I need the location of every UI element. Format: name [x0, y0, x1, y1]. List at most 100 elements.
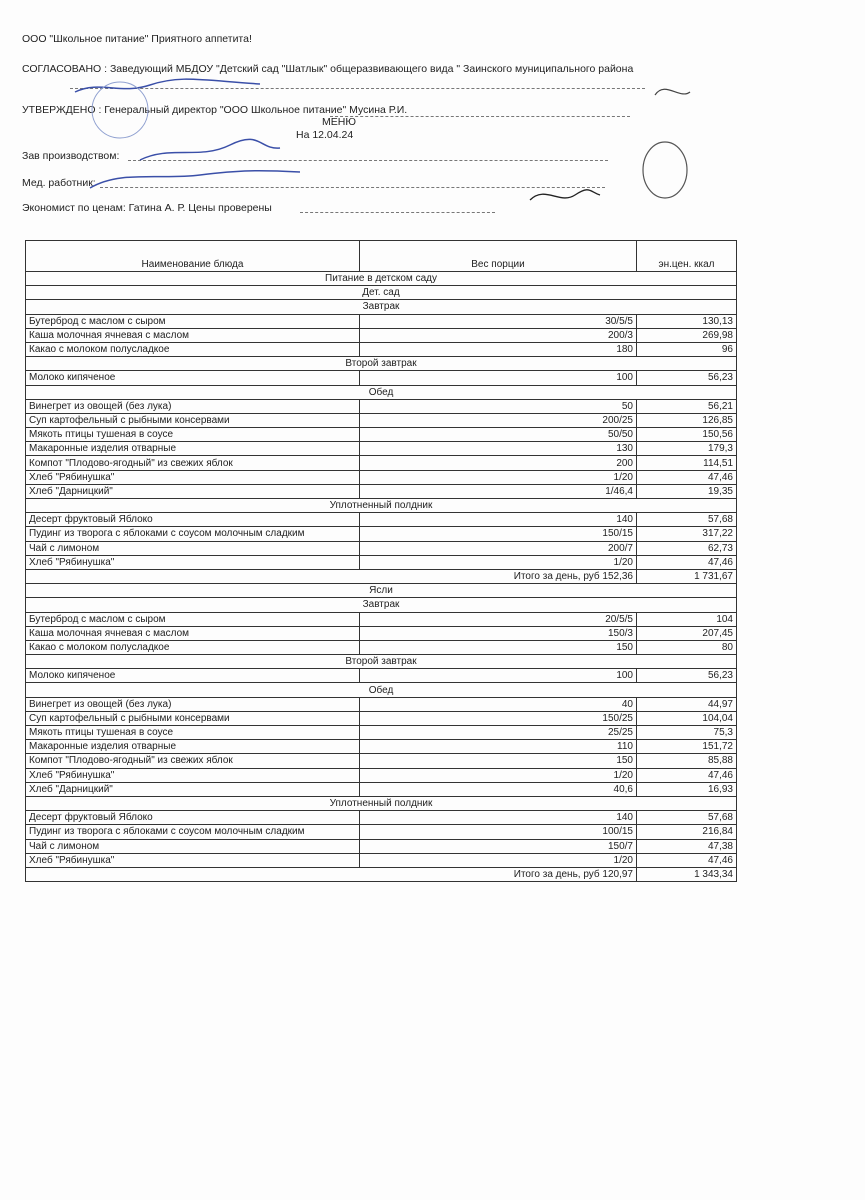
table-row: Суп картофельный с рыбными консервами 150… — [25, 710, 737, 727]
dish-name: Мякоть птицы тушеная в соусе — [25, 724, 360, 741]
dish-name: Макаронные изделия отварные — [25, 739, 360, 755]
signature-line — [70, 88, 645, 89]
dish-name: Каша молочная ячневая с маслом — [25, 625, 360, 641]
section-title: Обед — [25, 682, 737, 698]
table-row: Какао с молоком полусладкое 150 80 — [25, 639, 737, 656]
portion: 140 — [359, 512, 637, 528]
kcal: 150,56 — [636, 427, 737, 443]
table-row: Хлеб "Рябинушка" 1/20 47,46 — [25, 469, 737, 485]
table-row: Хлеб "Рябинушка" 1/20 47,46 — [25, 767, 737, 783]
kcal: 47,46 — [636, 554, 737, 570]
signature-line — [300, 212, 495, 213]
table-row: Мякоть птицы тушеная в соусе 50/50 150,56 — [25, 427, 737, 443]
table-row: Завтрак — [25, 597, 737, 613]
total-label: Итого за день, руб 152,36 — [25, 568, 637, 585]
portion: 150 — [359, 639, 637, 656]
signature-line — [128, 160, 608, 161]
table-row: Пудинг из творога с яблоками с соусом мо… — [25, 824, 737, 840]
portion: 30/5/5 — [359, 313, 637, 329]
kcal: 44,97 — [636, 696, 737, 712]
portion: 100 — [359, 668, 637, 684]
table-row: Компот "Плодово-ягодный" из свежих яблок… — [25, 455, 737, 471]
portion: 50 — [359, 398, 637, 414]
dish-name: Бутерброд с маслом с сыром — [25, 313, 360, 329]
kcal: 130,13 — [636, 313, 737, 329]
section-title: Завтрак — [25, 597, 737, 613]
section-title: Второй завтрак — [25, 356, 737, 372]
kcal: 19,35 — [636, 483, 737, 500]
table-row: Ясли — [25, 583, 737, 599]
table-row: Хлеб "Дарницкий" 1/46,4 19,35 — [25, 483, 737, 500]
dish-name: Чай с лимоном — [25, 838, 360, 854]
portion: 110 — [359, 739, 637, 755]
dish-name: Какао с молоком полусладкое — [25, 341, 360, 358]
dish-name: Хлеб "Дарницкий" — [25, 483, 360, 500]
kcal: 96 — [636, 341, 737, 358]
kcal: 179,3 — [636, 441, 737, 457]
portion: 25/25 — [359, 724, 637, 741]
portion: 180 — [359, 341, 637, 358]
table-row: Бутерброд с маслом с сыром 30/5/5 130,13 — [25, 313, 737, 329]
dish-name: Хлеб "Дарницкий" — [25, 781, 360, 797]
table-row: Уплотненный полдник — [25, 497, 737, 514]
kcal: 207,45 — [636, 625, 737, 641]
kcal: 75,3 — [636, 724, 737, 741]
total-kcal: 1 731,67 — [636, 568, 737, 585]
portion: 150/25 — [359, 710, 637, 727]
portion: 200 — [359, 455, 637, 471]
section-title: Уплотненный полдник — [25, 497, 737, 514]
kcal: 56,21 — [636, 398, 737, 414]
dish-name: Винегрет из овощей (без лука) — [25, 696, 360, 712]
table-row: Питание в детском саду — [25, 270, 737, 287]
kcal: 104 — [636, 611, 737, 627]
table-row: Каша молочная ячневая с маслом 200/3 269,9… — [25, 327, 737, 343]
table-row: Дет. сад — [25, 285, 737, 301]
portion: 200/7 — [359, 540, 637, 556]
kcal: 317,22 — [636, 526, 737, 542]
section-title: Питание в детском саду — [25, 270, 737, 287]
kcal: 269,98 — [636, 327, 737, 343]
portion: 130 — [359, 441, 637, 457]
portion: 50/50 — [359, 427, 637, 443]
dish-name: Чай с лимоном — [25, 540, 360, 556]
portion: 200/25 — [359, 412, 637, 429]
kcal: 16,93 — [636, 781, 737, 797]
section-title: Второй завтрак — [25, 654, 737, 670]
total-kcal: 1 343,34 — [636, 866, 737, 883]
kcal: 216,84 — [636, 824, 737, 840]
table-row: Итого за день, руб 120,97 1 343,34 — [25, 866, 737, 883]
menu-title: МЕНЮ — [322, 116, 356, 128]
kcal: 126,85 — [636, 412, 737, 429]
portion: 1/46,4 — [359, 483, 637, 500]
table-row: Чай с лимоном 200/7 62,73 — [25, 540, 737, 556]
dish-name: Молоко кипяченое — [25, 370, 360, 386]
column-header: Вес порции — [359, 240, 637, 272]
menu-table: Наименование блюда Вес порции эн.цен. кк… — [25, 240, 737, 883]
table-row: Молоко кипяченое 100 56,23 — [25, 370, 737, 386]
approved: УТВЕРЖДЕНО : Генеральный директор "ООО Ш… — [22, 104, 408, 116]
dish-name: Винегрет из овощей (без лука) — [25, 398, 360, 414]
portion: 200/3 — [359, 327, 637, 343]
kcal: 62,73 — [636, 540, 737, 556]
kcal: 114,51 — [636, 455, 737, 471]
kcal: 47,46 — [636, 852, 737, 868]
portion: 40 — [359, 696, 637, 712]
kcal: 47,38 — [636, 838, 737, 854]
table-row: Молоко кипяченое 100 56,23 — [25, 668, 737, 684]
dish-name: Молоко кипяченое — [25, 668, 360, 684]
section-title: Завтрак — [25, 299, 737, 315]
kcal: 56,23 — [636, 370, 737, 386]
portion: 150/3 — [359, 625, 637, 641]
dish-name: Пудинг из творога с яблоками с соусом мо… — [25, 824, 360, 840]
portion: 20/5/5 — [359, 611, 637, 627]
section-title: Уплотненный полдник — [25, 795, 737, 812]
table-row: Обед — [25, 384, 737, 400]
table-row: Второй завтрак — [25, 654, 737, 670]
column-header: Наименование блюда — [25, 240, 360, 272]
dish-name: Хлеб "Рябинушка" — [25, 767, 360, 783]
table-row: Макаронные изделия отварные 130 179,3 — [25, 441, 737, 457]
dish-name: Какао с молоком полусладкое — [25, 639, 360, 656]
portion: 150 — [359, 753, 637, 769]
dish-name: Пудинг из творога с яблоками с соусом мо… — [25, 526, 360, 542]
